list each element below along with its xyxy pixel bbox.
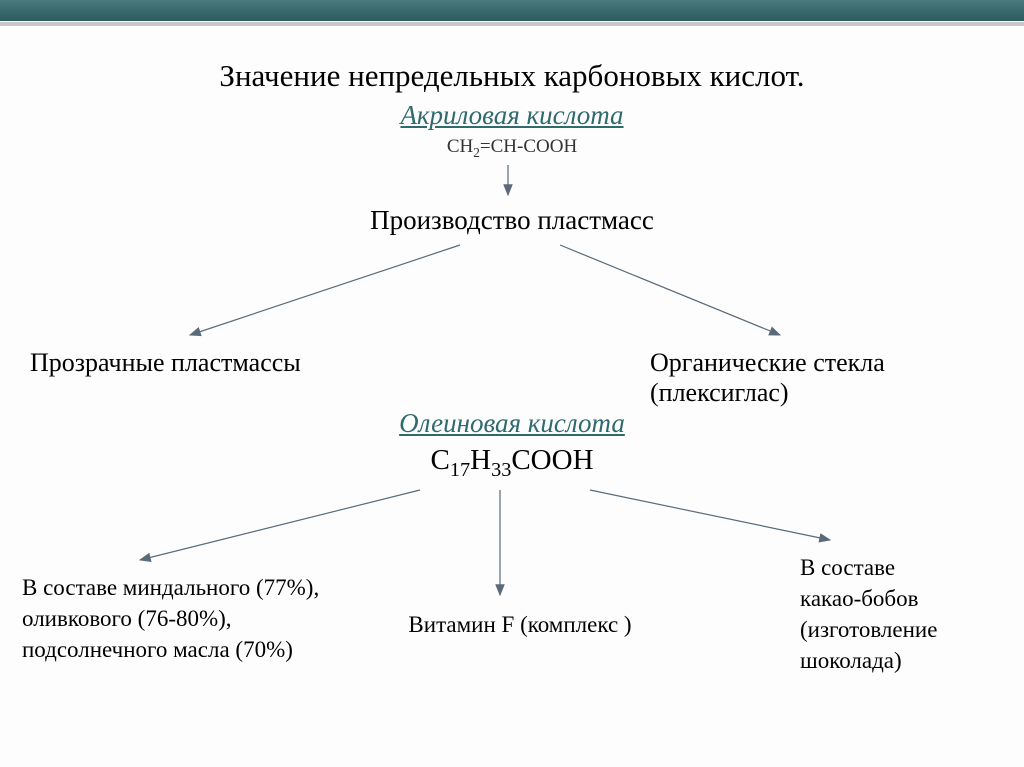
acid2-branch-center: Витамин F (комплекс ) — [370, 612, 670, 638]
page-title: Значение непредельных карбоновых кислот. — [0, 58, 1024, 94]
acid2-left-l3: подсолнечного масла (70%) — [22, 637, 293, 662]
acid1-formula: CH2=CH-COOH — [0, 136, 1024, 161]
acid2-right-l1: В составе — [800, 555, 895, 580]
acid2-branch-left: В составе миндального (77%), оливкового … — [22, 572, 319, 665]
acid1-branch-right-l1: Органические стекла — [650, 348, 885, 377]
header-bar — [0, 0, 1024, 22]
acid2-branch-right: В составе какао-бобов (изготовление шоко… — [800, 552, 937, 676]
acid1-product: Производство пластмасс — [0, 205, 1024, 236]
acid2-left-l2: оливкового (76-80%), — [22, 606, 232, 631]
header-subbar — [0, 22, 1024, 26]
acid2-name: Олеиновая кислота — [0, 408, 1024, 439]
acid1-branch-right: Органические стекла (плексиглас) — [650, 348, 885, 408]
acid1-branch-right-l2: (плексиглас) — [650, 378, 789, 407]
acid1-branch-left: Прозрачные пластмассы — [30, 348, 301, 378]
acid2-right-l2: какао-бобов — [800, 586, 919, 611]
acid2-right-l3: (изготовление — [800, 617, 937, 642]
acid2-left-l1: В составе миндального (77%), — [22, 575, 319, 600]
acid2-formula: C17H33COOH — [0, 444, 1024, 482]
acid2-right-l4: шоколада) — [800, 648, 902, 673]
acid1-name: Акриловая кислота — [0, 100, 1024, 131]
